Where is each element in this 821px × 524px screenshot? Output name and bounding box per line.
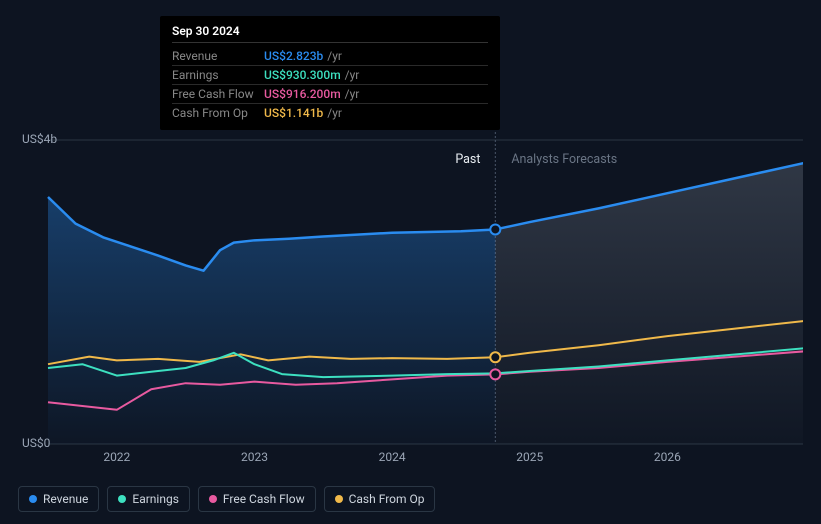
tooltip-row-suffix: /yr	[327, 106, 342, 120]
tooltip-row-suffix: /yr	[327, 49, 342, 63]
past-label: Past	[455, 152, 480, 167]
revenue-area-past	[48, 197, 495, 444]
tooltip-row-suffix: /yr	[345, 68, 360, 82]
x-axis-label: 2024	[379, 450, 406, 464]
legend-item-revenue[interactable]: Revenue	[18, 486, 99, 512]
legend-dot-icon	[209, 495, 217, 503]
tooltip-row-value: US$916.200m	[264, 87, 341, 101]
tooltip-row: RevenueUS$2.823b/yr	[172, 47, 488, 66]
legend-dot-icon	[335, 495, 343, 503]
marker-free-cash-flow[interactable]	[490, 369, 500, 379]
x-axis-label: 2025	[516, 450, 543, 464]
legend-item-free-cash-flow[interactable]: Free Cash Flow	[198, 486, 316, 512]
legend-item-earnings[interactable]: Earnings	[107, 486, 190, 512]
legend-item-label: Free Cash Flow	[223, 492, 305, 506]
chart-tooltip: Sep 30 2024 RevenueUS$2.823b/yrEarningsU…	[160, 16, 500, 130]
tooltip-row-label: Earnings	[172, 68, 264, 82]
tooltip-row: Free Cash FlowUS$916.200m/yr	[172, 85, 488, 104]
tooltip-row: EarningsUS$930.300m/yr	[172, 66, 488, 85]
revenue-area-forecast	[495, 163, 803, 444]
chart-legend: Revenue Earnings Free Cash Flow Cash From O…	[18, 486, 435, 512]
tooltip-row: Cash From OpUS$1.141b/yr	[172, 104, 488, 122]
y-axis-label: US$4b	[22, 132, 57, 146]
tooltip-row-value: US$930.300m	[264, 68, 341, 82]
legend-item-cash-from-op[interactable]: Cash From Op	[324, 486, 436, 512]
x-axis-label: 2023	[241, 450, 268, 464]
tooltip-date: Sep 30 2024	[172, 24, 488, 43]
chart-container: Past Analysts Forecasts Sep 30 2024 Reve…	[18, 0, 803, 524]
tooltip-row-value: US$1.141b	[264, 106, 323, 120]
tooltip-row-label: Revenue	[172, 49, 264, 63]
x-axis-label: 2022	[103, 450, 130, 464]
legend-item-label: Revenue	[43, 492, 88, 506]
tooltip-row-label: Cash From Op	[172, 106, 264, 120]
marker-revenue[interactable]	[490, 224, 500, 234]
tooltip-row-value: US$2.823b	[264, 49, 323, 63]
legend-dot-icon	[29, 495, 37, 503]
tooltip-row-label: Free Cash Flow	[172, 87, 264, 101]
legend-item-label: Earnings	[132, 492, 179, 506]
marker-cash-from-op[interactable]	[490, 352, 500, 362]
forecast-label: Analysts Forecasts	[511, 152, 617, 167]
tooltip-row-suffix: /yr	[345, 87, 360, 101]
legend-dot-icon	[118, 495, 126, 503]
legend-item-label: Cash From Op	[349, 492, 425, 506]
x-axis-label: 2026	[654, 450, 681, 464]
y-axis-label: US$0	[22, 436, 50, 450]
